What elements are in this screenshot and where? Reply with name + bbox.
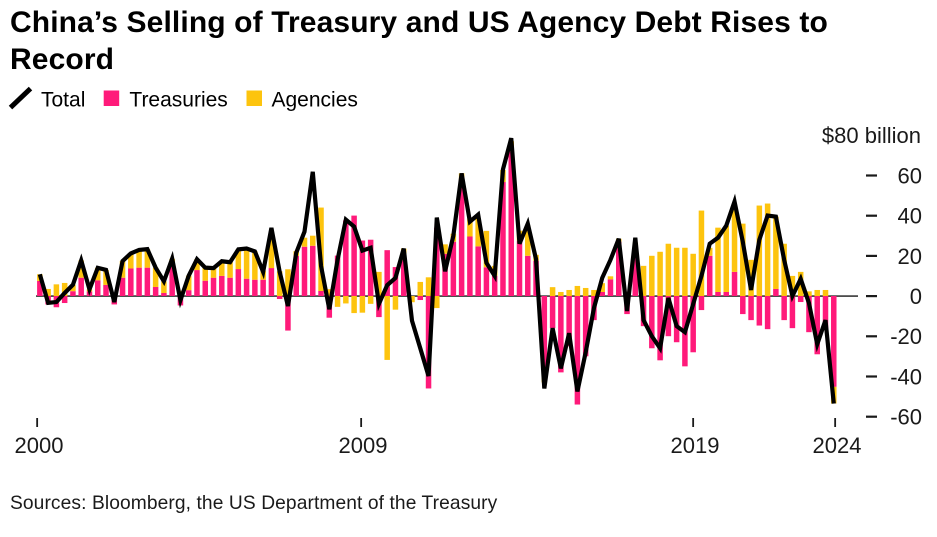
svg-text:40: 40 [898,204,922,229]
svg-text:20: 20 [898,244,922,269]
svg-text:2019: 2019 [671,433,720,458]
svg-text:Total: Total [41,88,85,111]
svg-text:-20: -20 [890,324,922,349]
svg-text:2024: 2024 [813,433,862,458]
svg-text:-60: -60 [890,405,922,430]
svg-text:Treasuries: Treasuries [129,88,227,111]
svg-text:2009: 2009 [339,433,388,458]
svg-text:Agencies: Agencies [272,88,358,111]
svg-text:-40: -40 [890,364,922,389]
svg-text:$80 billion: $80 billion [822,123,921,148]
svg-text:0: 0 [910,284,922,309]
svg-text:60: 60 [898,163,922,188]
svg-text:2000: 2000 [15,433,64,458]
